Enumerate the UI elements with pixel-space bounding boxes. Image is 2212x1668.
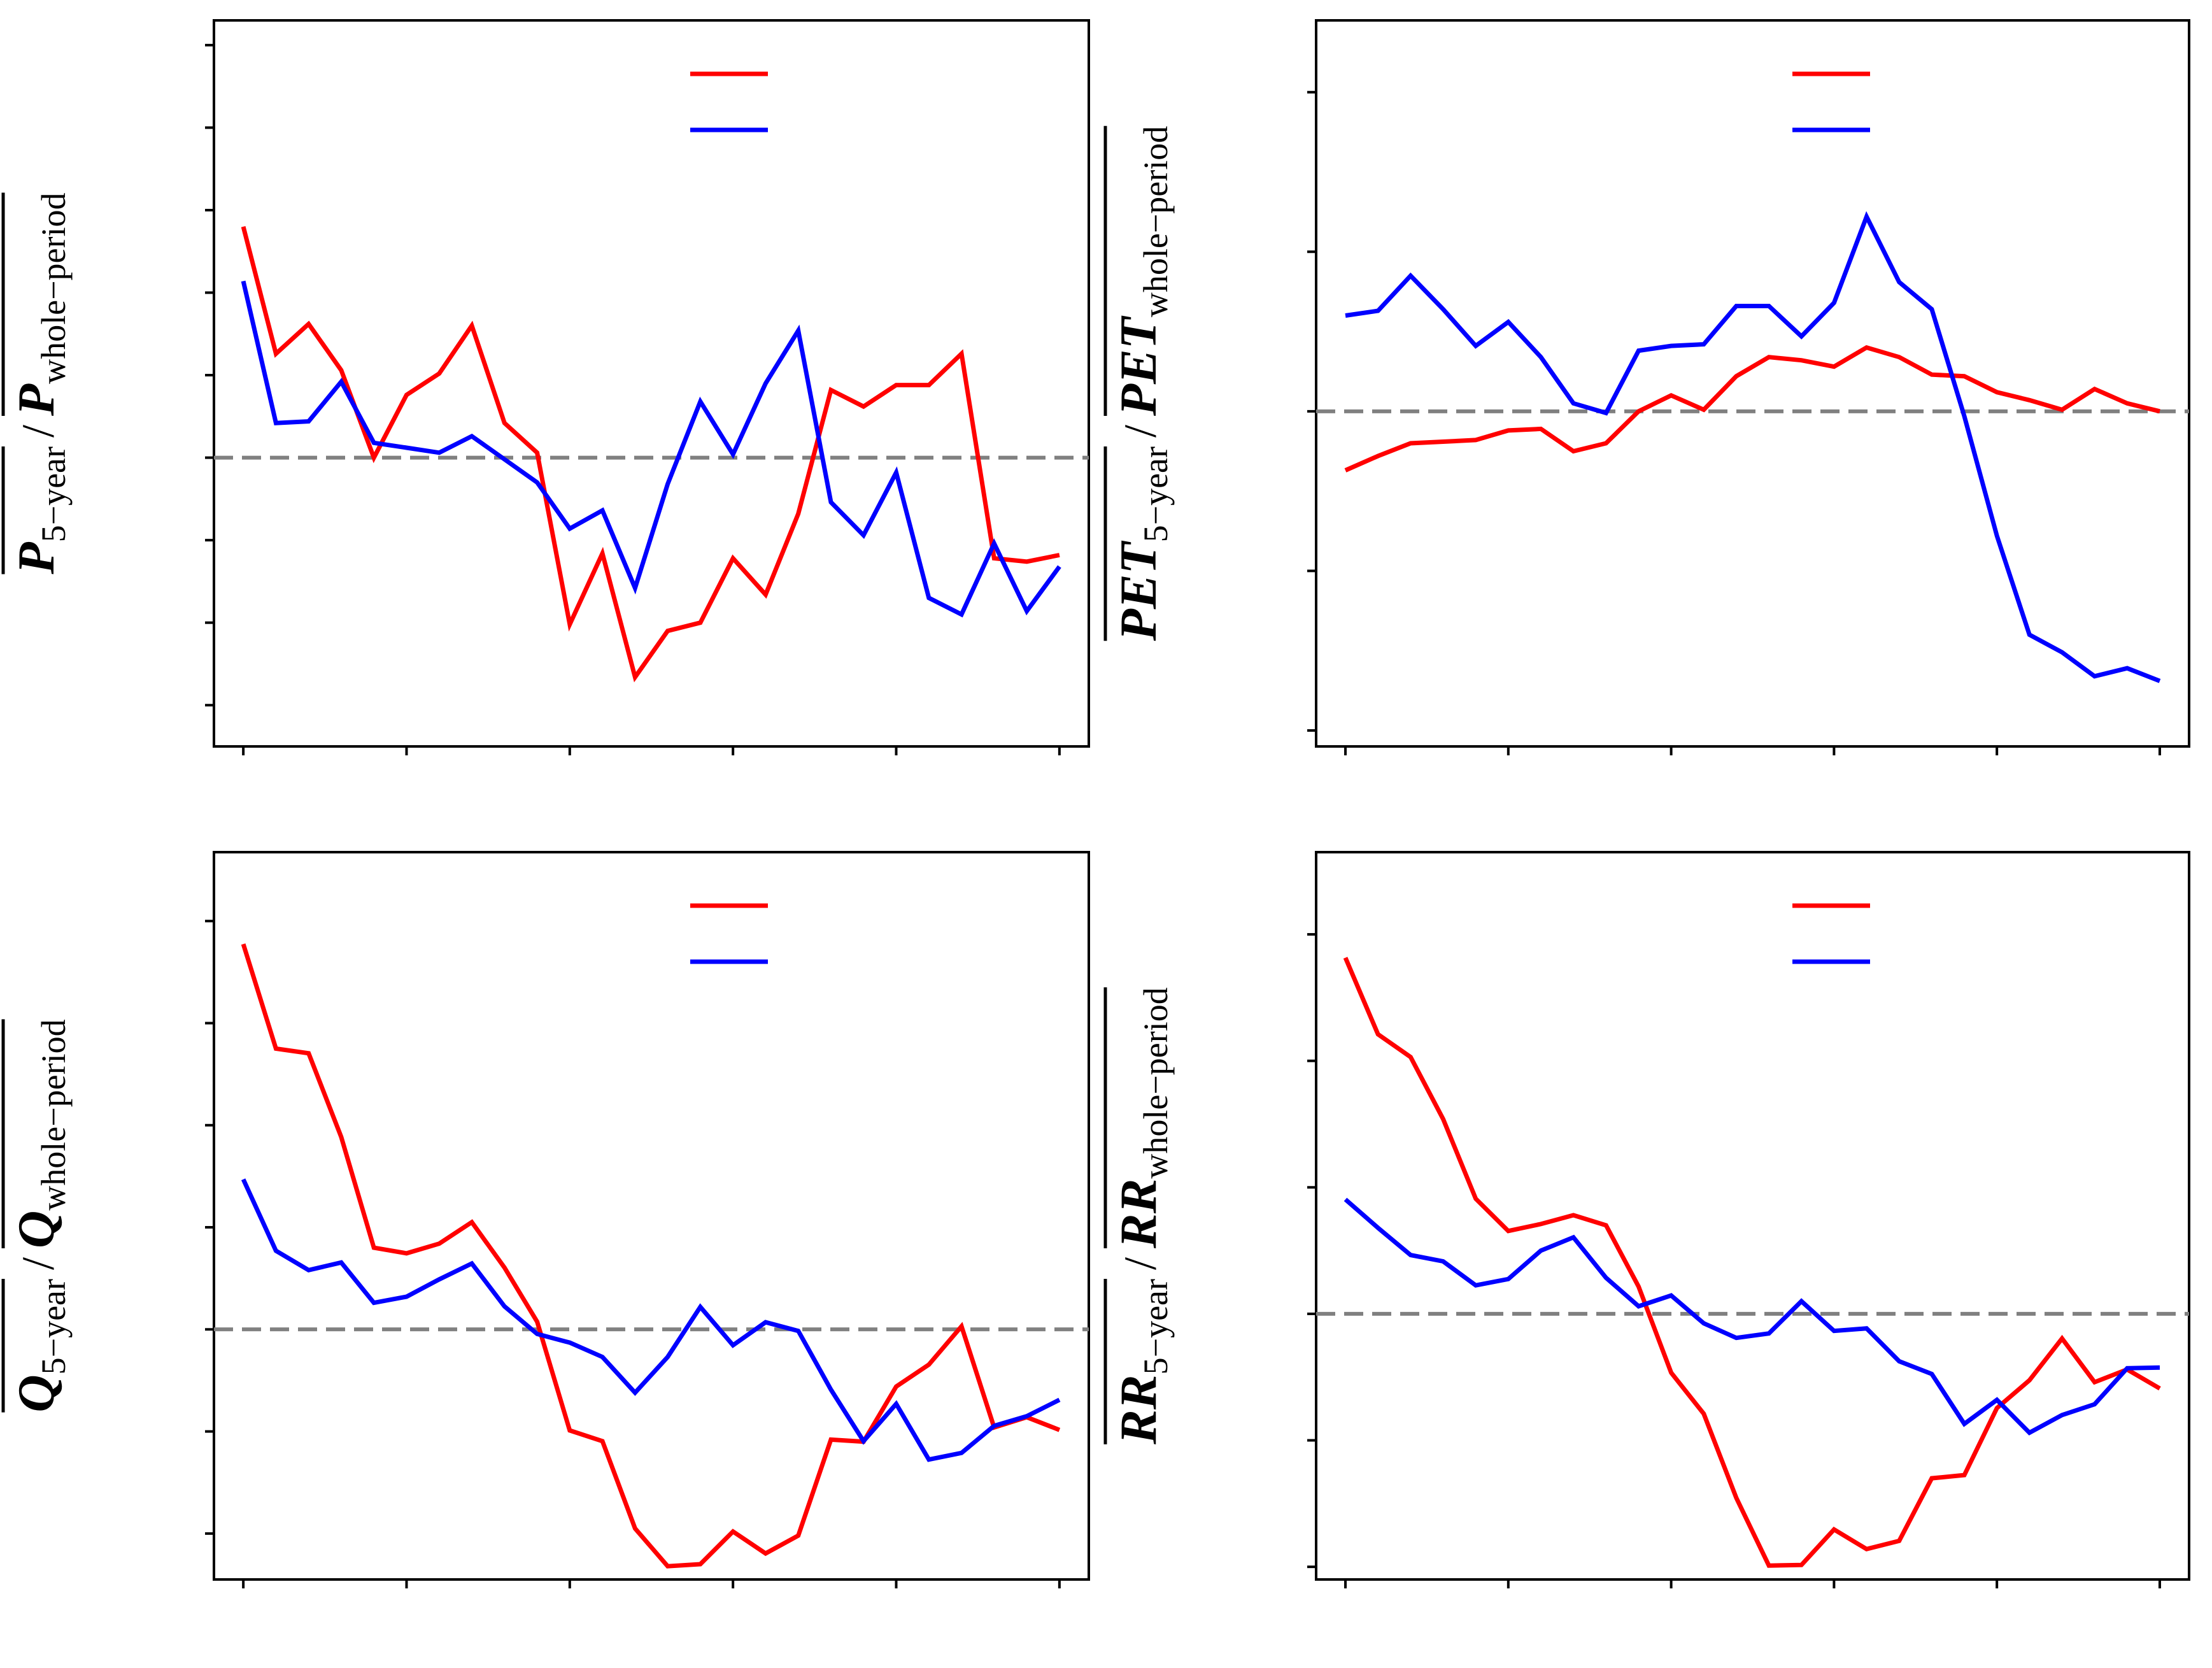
ylabel-numerator-subscript: 5−year [34,446,73,542]
y-axis-label: P5−year/Pwhole−period [3,193,73,575]
series-line-weihe [1345,958,2160,1565]
ylabel-numerator: Q [7,1374,65,1412]
series-line-weihe [1345,348,2160,471]
plot-frame [214,852,1089,1579]
ylabel-denominator: RR [1109,1179,1167,1249]
series-line-tuojiang [1345,217,2160,681]
plot-frame [1316,20,2189,746]
ylabel-denominator-subscript: whole−period [34,193,73,384]
ylabel-slash: / [1115,1257,1166,1270]
ylabel-slash: / [1115,425,1166,438]
ylabel-numerator: PET [1109,540,1167,641]
y-axis-label-text: RR5−year/RRwhole−period [1109,987,1175,1445]
ylabel-numerator-subscript: 5−year [1137,446,1175,542]
chart-panel-p: P5−year/Pwhole−period [3,20,1089,755]
ylabel-slash: / [13,425,64,438]
y-axis-label-text: P5−year/Pwhole−period [7,193,73,575]
ylabel-denominator-subscript: whole−period [34,1019,73,1210]
ylabel-denominator: PET [1109,315,1167,417]
plot-frame [1316,852,2189,1579]
chart-panel-rr: RR5−year/RRwhole−period [1105,852,2189,1588]
chart-panel-pet: PET5−year/PETwhole−period [1105,20,2189,755]
series-line-tuojiang [1345,1199,2160,1432]
y-axis-label: Q5−year/Qwhole−period [3,1019,73,1412]
ylabel-denominator-subscript: whole−period [1137,126,1175,317]
ylabel-denominator-subscript: whole−period [1137,987,1175,1178]
y-axis-label-text: Q5−year/Qwhole−period [7,1019,73,1412]
ylabel-slash: / [13,1257,64,1270]
ylabel-numerator: P [7,541,65,574]
ylabel-denominator: Q [7,1211,65,1248]
series-line-weihe [243,227,1060,677]
y-axis-label-text: PET5−year/PETwhole−period [1109,126,1175,642]
y-axis-label: PET5−year/PETwhole−period [1105,126,1175,642]
ylabel-numerator: RR [1109,1374,1167,1444]
series-line-weihe [243,944,1060,1566]
ylabel-numerator-subscript: 5−year [1137,1279,1175,1374]
series-line-tuojiang [243,281,1060,614]
ylabel-numerator-subscript: 5−year [34,1279,73,1374]
ylabel-denominator: P [7,383,65,417]
chart-panel-q: Q5−year/Qwhole−period [3,852,1089,1588]
y-axis-label: RR5−year/RRwhole−period [1105,987,1175,1445]
